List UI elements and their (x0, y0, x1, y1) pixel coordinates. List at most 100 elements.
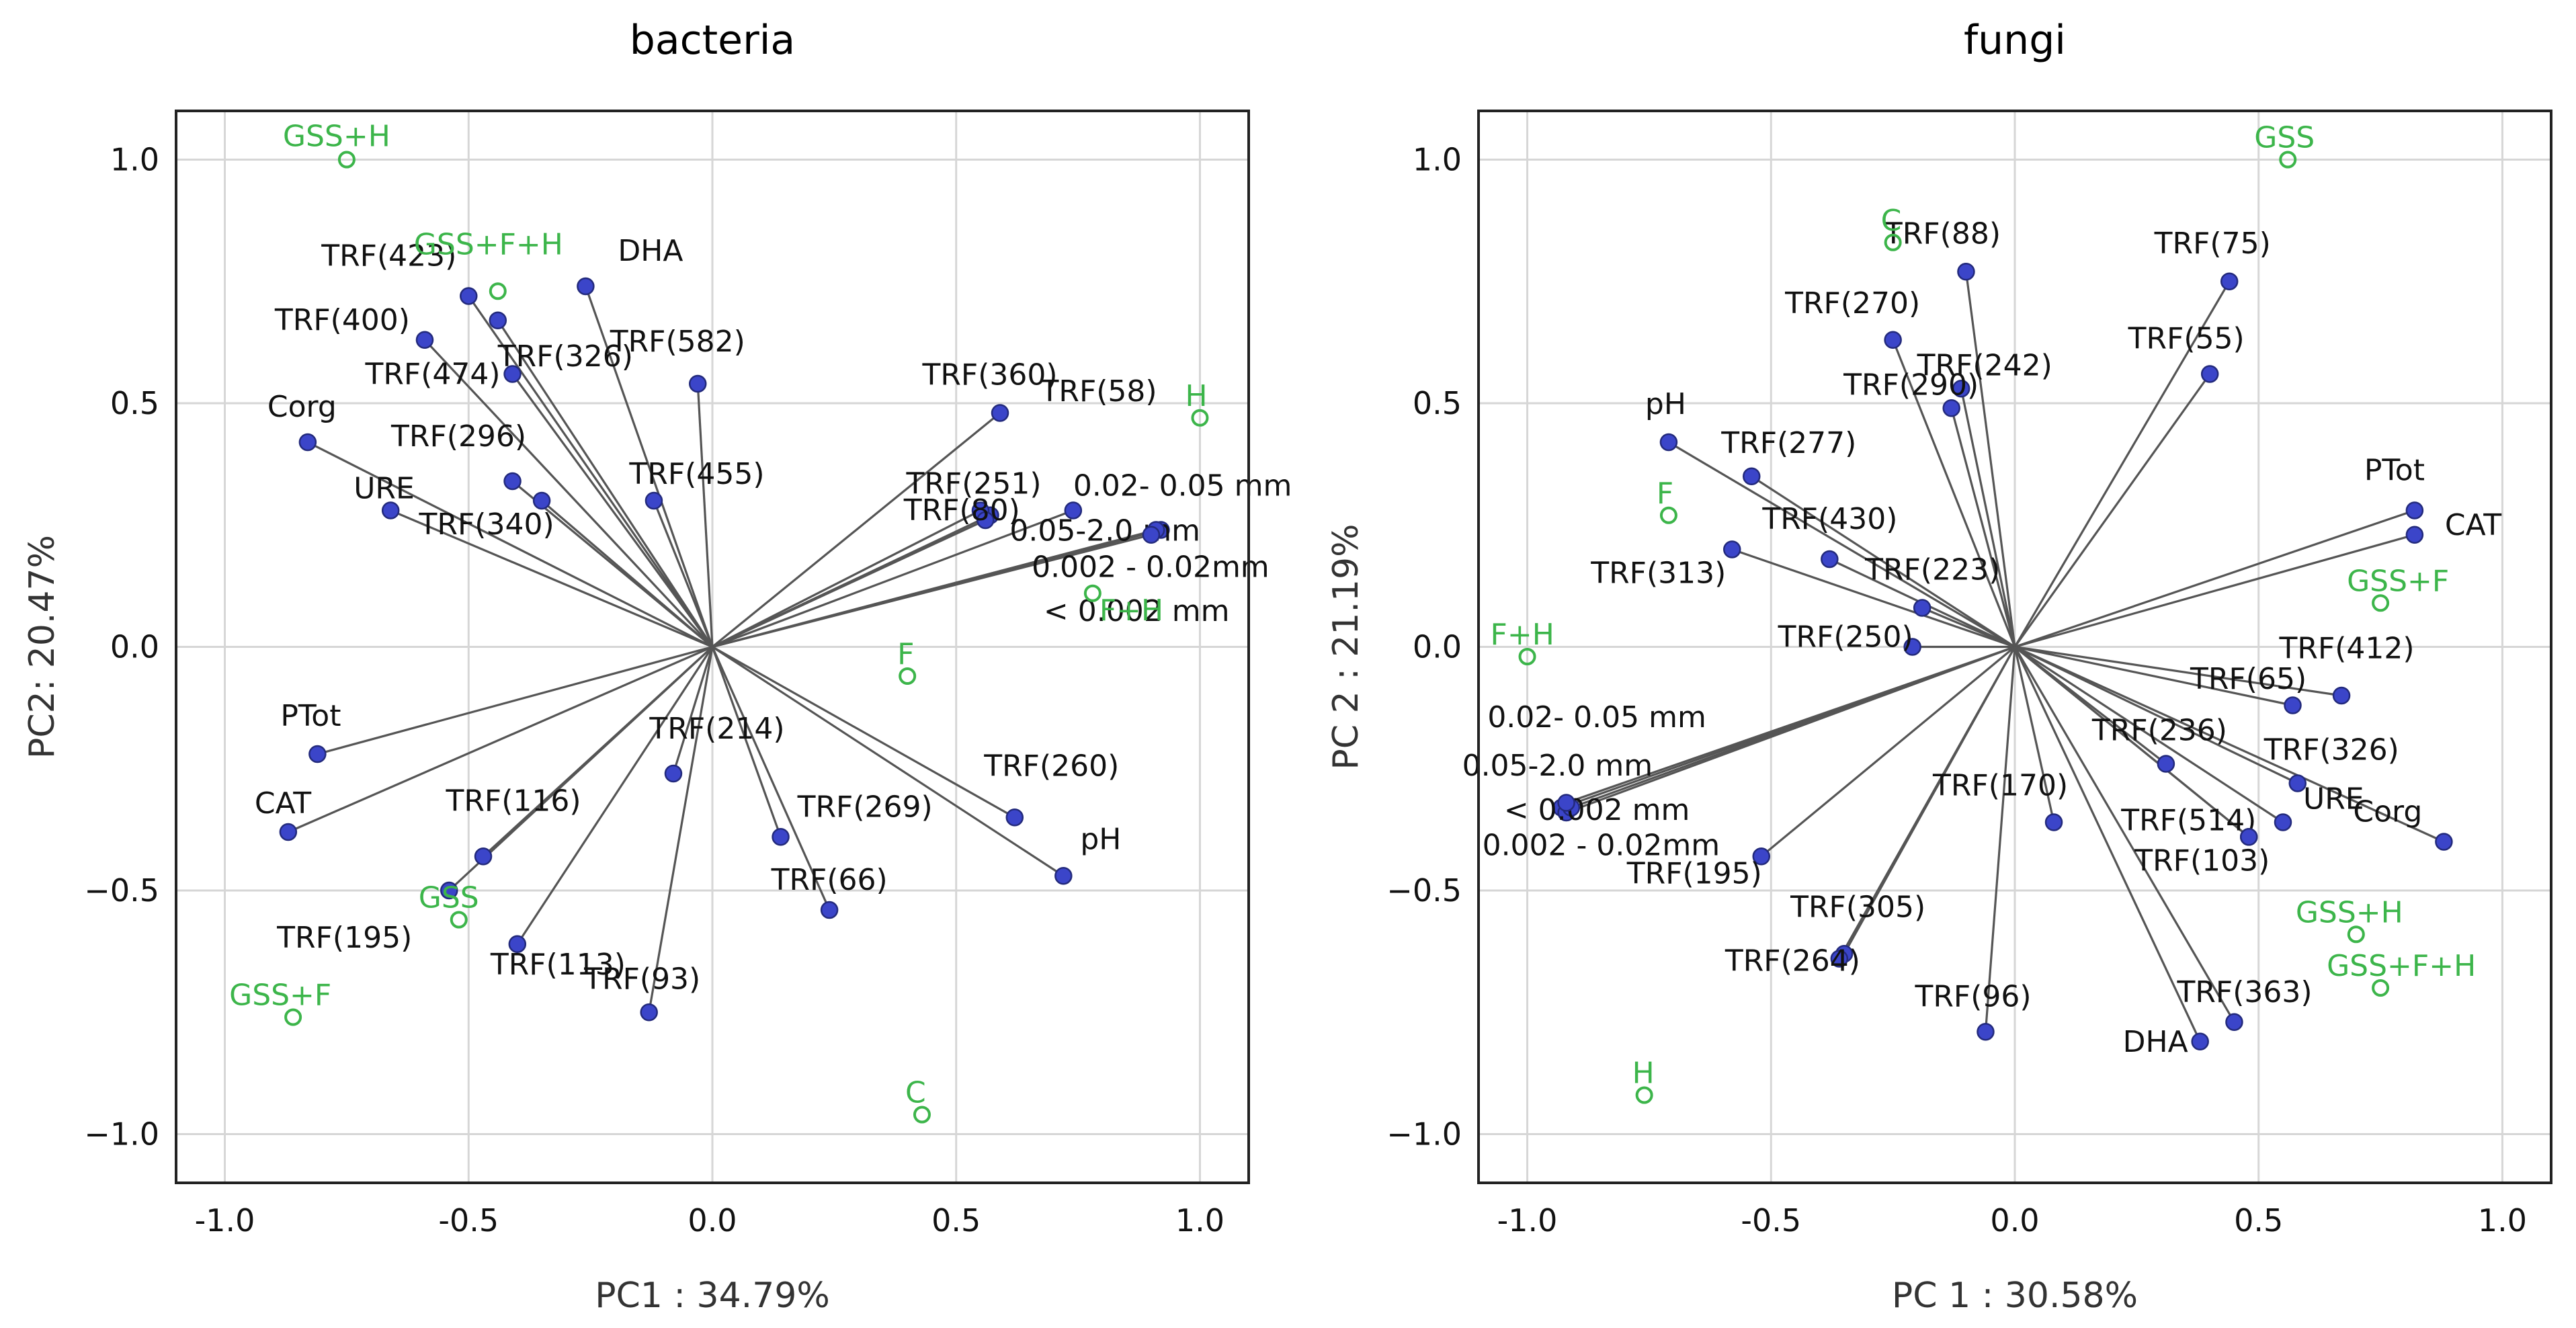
loading-label: 0.02- 0.05 mm (1487, 700, 1706, 735)
loading-label: TRF(236) (2091, 714, 2227, 748)
loading-label: TRF(305) (1790, 890, 1925, 924)
x-tick-label: 1.0 (1175, 1202, 1224, 1239)
loading-point (508, 935, 527, 953)
loading-label: TRF(66) (771, 863, 888, 897)
loading-point (1752, 847, 1771, 866)
loading-label: < 0.002 mm (1504, 793, 1690, 827)
loading-point (1054, 867, 1073, 885)
sample-point (1191, 409, 1209, 427)
sample-point (489, 282, 507, 300)
loading-vector (1760, 646, 2016, 858)
loading-label: TRF(264) (1725, 944, 1860, 979)
plot-frame (175, 110, 1250, 1184)
loading-vector (1984, 647, 2016, 1032)
loading-label: TRF(455) (628, 457, 764, 491)
loading-point (2157, 755, 2175, 773)
loading-point (1977, 1023, 1995, 1041)
loading-label: 0.05-2.0 mm (1462, 749, 1653, 783)
y-axis-title: PC 2 : 21.19% (1326, 524, 1366, 770)
loading-label: TRF(430) (1761, 502, 1897, 536)
sample-point (913, 1106, 931, 1124)
chart-title: fungi (1964, 17, 2066, 64)
loading-label: 0.002 - 0.02mm (1032, 550, 1270, 585)
loading-vector (2014, 646, 2284, 823)
y-tick-label: −0.5 (1386, 872, 1462, 909)
loading-label: TRF(423) (321, 239, 456, 274)
sample-label: H (1632, 1056, 1655, 1091)
sample-point (2279, 151, 2297, 169)
loading-vector (712, 646, 1065, 877)
loading-point (1722, 540, 1741, 558)
sample-label: GSS+F+H (2327, 949, 2476, 983)
loading-label: pH (1080, 822, 1121, 856)
sample-point (284, 1008, 302, 1026)
loading-vector (1964, 272, 2016, 647)
x-axis-title: PC 1 : 30.58% (1892, 1276, 2138, 1316)
loading-vector (1921, 607, 2016, 648)
loading-point (1942, 399, 1960, 417)
loading-vector (2013, 646, 2250, 838)
loading-vector (672, 647, 714, 774)
sample-label: F (897, 637, 914, 671)
x-axis-title: PC1 : 34.79% (595, 1276, 830, 1316)
loading-label: TRF(65) (2190, 662, 2307, 696)
loading-vector (712, 509, 1074, 648)
sample-label: H (1185, 379, 1207, 413)
loading-vector (390, 509, 713, 648)
loading-vector (541, 499, 714, 648)
loading-label: TRF(360) (921, 358, 1057, 392)
x-tick-label: 1.0 (2478, 1202, 2527, 1239)
sample-point (1518, 648, 1536, 665)
x-tick-label: 0.5 (2234, 1202, 2283, 1239)
sample-label: C (1881, 204, 1902, 238)
loading-point (2288, 774, 2307, 792)
sample-label: GSS (2254, 121, 2315, 155)
x-tick-label: -1.0 (195, 1202, 255, 1239)
sample-label: GSS (419, 881, 479, 915)
loading-point (1142, 526, 1161, 544)
sample-point (1659, 506, 1677, 524)
loading-point (503, 365, 522, 383)
loading-vector (711, 646, 831, 911)
y-tick-label: −1.0 (84, 1116, 159, 1153)
loading-vector (653, 500, 714, 648)
loading-vector (712, 519, 986, 648)
sample-label: F+H (1099, 593, 1163, 628)
loading-label: TRF(277) (1720, 426, 1856, 460)
loading-label: < 0.002 mm (1044, 594, 1230, 628)
loading-label: TRF(116) (445, 784, 581, 818)
loading-vector (2013, 646, 2202, 1042)
loading-label: TRF(326) (2263, 733, 2399, 767)
loading-vector (511, 373, 714, 648)
loading-point (820, 901, 839, 919)
loading-vector (712, 534, 1152, 649)
loading-point (1903, 638, 1921, 656)
loading-label: TRF(340) (419, 507, 554, 542)
loading-vector (696, 383, 714, 647)
y-tick-label: 0.0 (1413, 629, 1462, 665)
loading-point (460, 287, 478, 305)
loading-point (2239, 828, 2258, 846)
loading-label: TRF(474) (364, 358, 500, 392)
loading-point (2435, 833, 2453, 851)
loading-label: CAT (2445, 508, 2501, 542)
loading-label: 0.002 - 0.02mm (1483, 829, 1720, 863)
loading-vector (1751, 475, 2016, 648)
loading-vector (2014, 646, 2298, 784)
loading-label: TRF(269) (797, 790, 933, 824)
loading-point (640, 1003, 658, 1022)
loading-point (977, 511, 995, 530)
loading-vector (2014, 645, 2293, 707)
loading-vector (516, 646, 714, 945)
loading-point (1743, 467, 1761, 485)
loading-label: TRF(270) (1784, 286, 1920, 321)
loading-point (381, 501, 400, 520)
loading-label: URE (354, 472, 415, 506)
loading-label: 0.02- 0.05 mm (1073, 469, 1292, 503)
loading-label: TRF(363) (2176, 975, 2312, 1009)
loading-label: TRF(290) (1843, 368, 1979, 402)
loading-label: TRF(260) (983, 749, 1119, 783)
loading-point (2220, 272, 2239, 290)
sample-label: GSS+F (229, 979, 331, 1013)
